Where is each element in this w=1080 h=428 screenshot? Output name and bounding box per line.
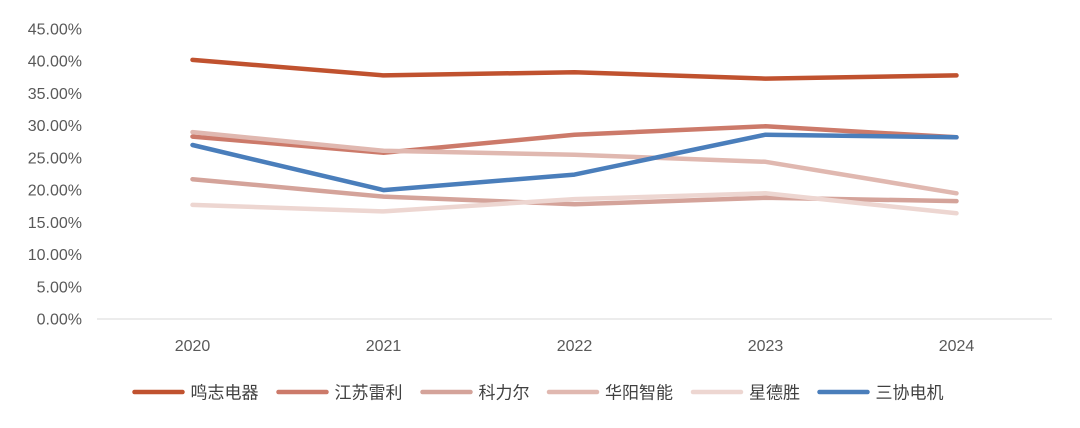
x-tick-label: 2020 [175, 338, 211, 355]
y-tick-label: 25.00% [28, 150, 82, 167]
legend-item[interactable]: 科力尔 [420, 384, 530, 404]
x-tick-label: 2021 [366, 338, 402, 355]
legend[interactable]: 鸣志电器 江苏雷利 科力尔 华阳智能 星德胜 三协电机 [132, 384, 944, 404]
y-tick-label: 5.00% [37, 279, 82, 296]
y-tick-label: 40.00% [28, 54, 82, 71]
legend-label: 三协电机 [876, 384, 944, 404]
x-tick-label: 2022 [557, 338, 593, 355]
legend-item[interactable]: 星德胜 [690, 384, 800, 404]
y-tick-label: 45.00% [28, 22, 82, 39]
series-line [190, 132, 959, 193]
legend-item[interactable]: 三协电机 [817, 384, 944, 404]
y-tick-label: 0.00% [37, 312, 82, 329]
legend-label: 鸣志电器 [191, 384, 259, 404]
y-tick-label: 20.00% [28, 183, 82, 200]
x-tick-label: 2023 [748, 338, 784, 355]
x-tick-label: 2024 [939, 338, 975, 355]
y-axis-tick-labels: 0.00% 5.00% 10.00% 15.00% 20.00% 25.00% 30.00%… [28, 22, 82, 329]
y-tick-label: 15.00% [28, 215, 82, 232]
series-line [190, 191, 959, 216]
legend-item[interactable]: 鸣志电器 [132, 384, 259, 404]
legend-label: 江苏雷利 [335, 384, 403, 404]
legend-label: 星德胜 [749, 384, 800, 404]
series-line [190, 124, 959, 155]
legend-label: 华阳智能 [605, 384, 673, 404]
series-lines [190, 57, 959, 216]
legend-item[interactable]: 华阳智能 [546, 384, 673, 404]
y-tick-label: 30.00% [28, 118, 82, 135]
series-line [190, 129, 959, 196]
series-line [190, 57, 959, 81]
legend-label: 科力尔 [479, 384, 530, 404]
y-tick-label: 10.00% [28, 247, 82, 264]
x-axis-tick-labels: 2020 2021 2022 2023 2024 [175, 338, 975, 355]
legend-item[interactable]: 江苏雷利 [276, 384, 403, 404]
y-tick-label: 35.00% [28, 86, 82, 103]
